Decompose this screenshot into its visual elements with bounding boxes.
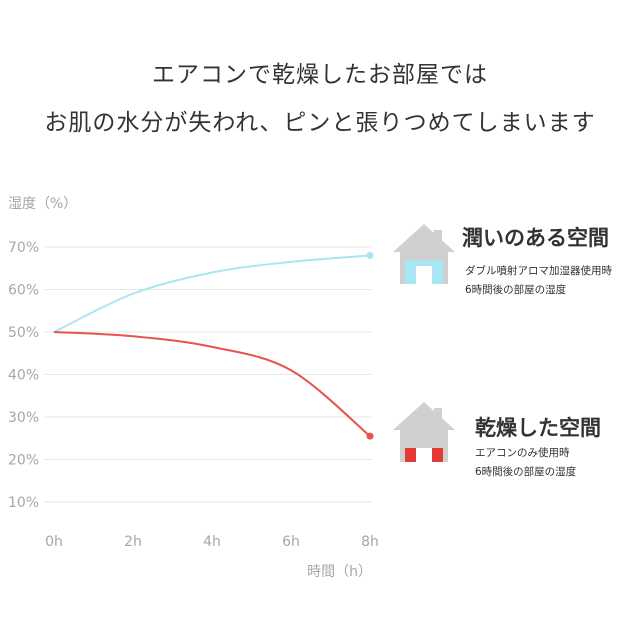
series-end-point-wet bbox=[366, 252, 374, 259]
legend-wet-description: ダブル噴射アロマ加湿器使用時 6時間後の部屋の湿度 bbox=[465, 262, 612, 300]
series-line-dry bbox=[53, 331, 371, 437]
x-tick-label: 0h bbox=[45, 534, 63, 550]
legend-dry-description: エアコンのみ使用時 6時間後の部屋の湿度 bbox=[475, 444, 576, 482]
house-icon bbox=[393, 402, 455, 462]
headline-line-2: お肌の水分が失われ、ピンと張りつめてしまいます bbox=[44, 110, 596, 136]
y-tick-label: 20% bbox=[8, 453, 39, 469]
x-tick-label: 4h bbox=[203, 534, 221, 550]
series-end-point-dry bbox=[366, 432, 374, 440]
x-tick-label: 2h bbox=[124, 534, 142, 550]
y-tick-label: 40% bbox=[8, 368, 39, 384]
legend-dry-title: 乾燥した空間 bbox=[475, 416, 601, 440]
y-axis-title: 湿度（%） bbox=[8, 196, 77, 212]
y-tick-label: 60% bbox=[8, 283, 39, 299]
house-icon bbox=[393, 224, 455, 284]
y-tick-label: 70% bbox=[8, 240, 39, 256]
headline-line-1: エアコンで乾燥したお部屋では bbox=[152, 62, 488, 88]
x-tick-label: 6h bbox=[282, 534, 300, 550]
series-line-wet bbox=[53, 254, 371, 333]
y-tick-label: 50% bbox=[8, 325, 39, 341]
y-tick-label: 30% bbox=[8, 410, 39, 426]
legend-dry-desc-line-2: 6時間後の部屋の湿度 bbox=[475, 466, 577, 478]
legend-wet-title: 潤いのある空間 bbox=[462, 226, 609, 250]
legend-wet-desc-line-1: ダブル噴射アロマ加湿器使用時 bbox=[465, 265, 612, 277]
legend-wet-desc-line-2: 6時間後の部屋の湿度 bbox=[465, 284, 567, 296]
x-axis-title: 時間（h） bbox=[307, 564, 372, 580]
legend-dry-desc-line-1: エアコンのみ使用時 bbox=[475, 447, 570, 459]
y-tick-label: 10% bbox=[8, 495, 39, 511]
x-tick-label: 8h bbox=[361, 534, 379, 550]
